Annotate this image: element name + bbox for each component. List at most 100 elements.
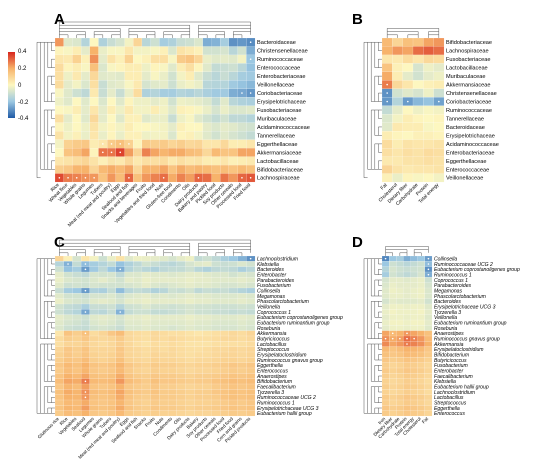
column-dendrogram-branch (93, 34, 104, 38)
heatmap-cell (228, 341, 238, 347)
heatmap-cell (228, 319, 238, 326)
heatmap-cell (194, 105, 203, 115)
heatmap-cell (107, 309, 116, 315)
heatmap-cell (115, 287, 125, 294)
heatmap-cell (72, 114, 82, 123)
heatmap-cell (54, 37, 64, 47)
heatmap-cell (115, 63, 125, 73)
row-label: Christensenellaceae (257, 49, 308, 55)
heatmap-cell (54, 114, 64, 123)
heatmap-cell (185, 309, 195, 315)
row-label: Lactobacillaceae (446, 66, 488, 72)
heatmap-cell (98, 357, 108, 363)
heatmap-cell (54, 277, 64, 283)
heatmap-cell (402, 173, 414, 183)
row-dendrogram-branch (378, 143, 382, 153)
row-dendrogram-branch (51, 311, 55, 318)
row-dendrogram-branch (40, 343, 45, 414)
heatmap-cell (402, 54, 414, 64)
heatmap-cell (237, 97, 247, 106)
significance-marker (391, 332, 394, 335)
heatmap-cell (150, 131, 160, 140)
heatmap-cell (107, 88, 116, 98)
heatmap-cell (133, 255, 143, 262)
heatmap-cell (159, 271, 169, 278)
row-dendrogram-branch (367, 41, 372, 170)
heatmap-cell (150, 63, 160, 73)
row-dendrogram-branch (378, 333, 382, 339)
heatmap-cell (417, 394, 425, 401)
row-dendrogram-branch (378, 58, 382, 68)
heatmap-cell (389, 357, 397, 363)
row-dendrogram-branch (51, 397, 55, 403)
heatmap-cell (159, 335, 169, 342)
heatmap-cell (63, 383, 73, 390)
heatmap-cell (237, 277, 247, 283)
heatmap-cell (246, 314, 256, 321)
heatmap-cell (176, 303, 186, 310)
heatmap-cell (141, 97, 151, 106)
heatmap-cell (202, 298, 212, 305)
heatmap-cell (381, 405, 390, 411)
column-label: Iron (377, 416, 386, 425)
heatmap-cell (185, 71, 195, 81)
heatmap-cell (410, 298, 418, 305)
heatmap-cell (159, 282, 169, 289)
heatmap-cell (237, 341, 247, 347)
heatmap-cell (220, 80, 230, 89)
heatmap-cell (237, 131, 247, 140)
heatmap-cell (433, 148, 445, 157)
heatmap-cell (396, 325, 404, 331)
column-dendrogram-branch (399, 252, 408, 256)
column-dendrogram-branch (198, 31, 225, 35)
heatmap-cell (176, 373, 186, 379)
heatmap-cell (141, 389, 151, 395)
significance-marker (84, 311, 87, 313)
heatmap-cell (133, 303, 143, 310)
heatmap-cell (396, 394, 404, 401)
heatmap-cell (246, 271, 256, 278)
heatmap-cell (98, 164, 108, 174)
heatmap-cell (185, 367, 195, 374)
heatmap-cell (150, 46, 160, 56)
heatmap-cell (150, 97, 160, 106)
heatmap-cell (54, 325, 64, 331)
heatmap-cell (423, 54, 434, 64)
row-label: Eggerthella (257, 363, 283, 369)
heatmap-cell (124, 383, 134, 390)
heatmap-cell (133, 346, 143, 353)
significance-marker (413, 337, 415, 340)
heatmap-cell (392, 80, 403, 89)
heatmap-cell (424, 399, 433, 406)
row-dendrogram-branch (47, 143, 52, 170)
row-dendrogram-branch (51, 160, 55, 170)
heatmap-cell (81, 271, 90, 278)
significance-marker (427, 263, 430, 265)
column-dendrogram-branch (163, 252, 173, 256)
column-label: Nuts (154, 416, 165, 427)
colorbar-tick: 0 (18, 83, 22, 89)
heatmap-cell (150, 394, 160, 401)
heatmap-cell (389, 346, 397, 353)
panel-c: C LachnoclostridiumKlebsiellaBacteroides… (37, 234, 343, 460)
heatmap-cell (176, 383, 186, 390)
row-dendrogram-branch (51, 354, 55, 361)
heatmap-cell (72, 362, 82, 369)
heatmap-cell (150, 37, 160, 47)
row-dendrogram-branch (47, 109, 52, 136)
heatmap-cell (167, 287, 177, 294)
column-dendrogram-branch (111, 34, 121, 38)
heatmap-cell (417, 357, 425, 363)
heatmap-cell (176, 164, 186, 174)
heatmap-cell (228, 357, 238, 363)
column-dendrogram-branch (93, 252, 104, 256)
heatmap-cell (417, 319, 425, 326)
heatmap-cell (381, 271, 390, 278)
row-label: Lactobacillus (434, 395, 464, 401)
heatmap-cell (423, 173, 434, 183)
heatmap-cell (72, 37, 82, 47)
heatmap-cell (202, 293, 212, 299)
heatmap-cell (246, 266, 256, 273)
row-dendrogram-branch (370, 343, 375, 382)
heatmap-cell (124, 164, 134, 174)
